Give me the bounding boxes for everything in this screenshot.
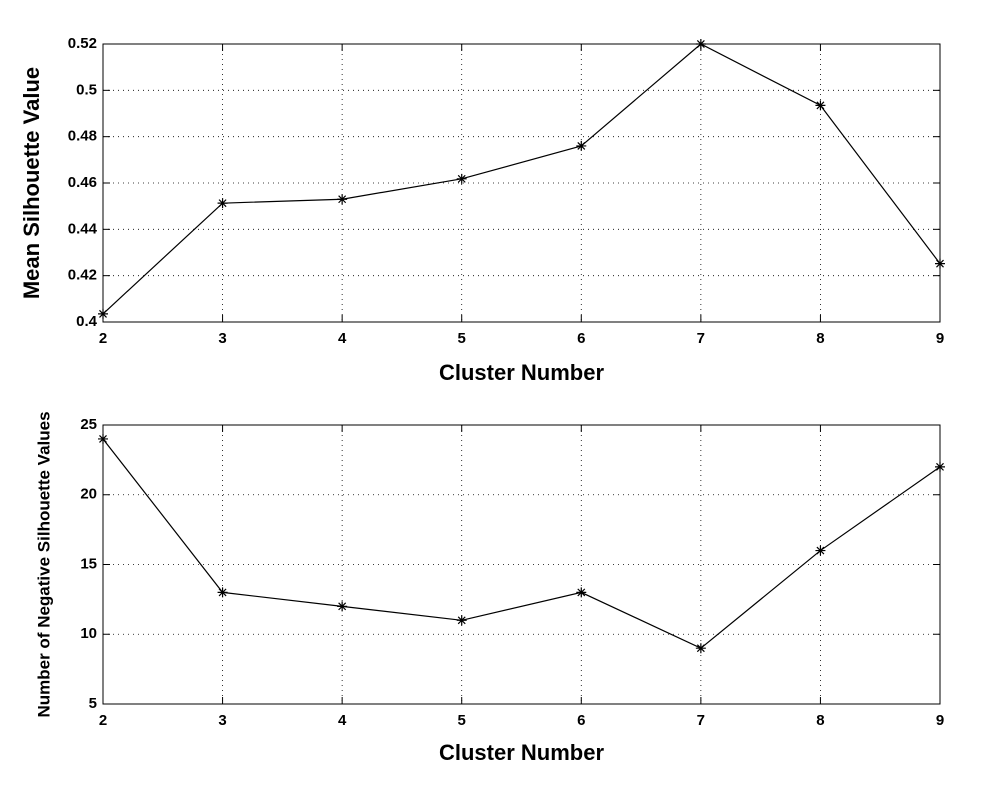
x-axis-label: Cluster Number bbox=[439, 740, 604, 765]
y-tick-label: 25 bbox=[80, 416, 97, 433]
y-tick-label: 0.5 bbox=[76, 81, 97, 98]
data-point bbox=[456, 615, 467, 626]
data-point bbox=[576, 140, 587, 151]
y-tick-label: 0.4 bbox=[76, 313, 98, 330]
y-tick-label: 5 bbox=[89, 695, 97, 712]
x-tick-label: 7 bbox=[697, 330, 705, 347]
y-axis-label: Number of Negative Silhouette Values bbox=[34, 411, 53, 717]
x-tick-label: 5 bbox=[458, 712, 466, 729]
data-point bbox=[576, 587, 587, 598]
data-point bbox=[456, 173, 467, 184]
x-tick-label: 7 bbox=[697, 712, 705, 729]
y-tick-label: 0.42 bbox=[68, 267, 97, 284]
x-tick-label: 5 bbox=[458, 330, 466, 347]
data-point bbox=[98, 308, 108, 319]
data-point bbox=[695, 39, 706, 49]
x-tick-label: 2 bbox=[99, 712, 107, 729]
x-tick-label: 3 bbox=[218, 330, 226, 347]
x-tick-label: 8 bbox=[816, 330, 824, 347]
data-point bbox=[815, 100, 826, 111]
y-tick-label: 0.52 bbox=[68, 35, 97, 52]
data-point bbox=[695, 643, 706, 654]
x-tick-label: 6 bbox=[577, 330, 585, 347]
y-tick-label: 15 bbox=[80, 555, 97, 572]
data-line bbox=[102, 438, 941, 649]
y-tick-label: 0.44 bbox=[68, 220, 98, 237]
data-point bbox=[217, 587, 228, 598]
y-tick-label: 0.48 bbox=[68, 128, 97, 145]
y-axis-label: Mean Silhouette Value bbox=[19, 67, 44, 299]
data-point bbox=[217, 198, 228, 209]
y-tick-label: 10 bbox=[80, 625, 97, 642]
x-tick-label: 3 bbox=[218, 712, 226, 729]
plot-frame bbox=[102, 43, 941, 323]
x-tick-label: 8 bbox=[816, 712, 824, 729]
data-point bbox=[935, 461, 945, 472]
y-tick-label: 20 bbox=[80, 486, 97, 503]
data-line bbox=[102, 43, 941, 315]
x-tick-label: 9 bbox=[936, 712, 944, 729]
data-point bbox=[337, 194, 348, 205]
data-point bbox=[815, 545, 826, 556]
data-point bbox=[935, 258, 945, 269]
data-point bbox=[337, 601, 348, 612]
x-axis-label: Cluster Number bbox=[439, 360, 604, 385]
data-point bbox=[98, 433, 108, 444]
x-tick-label: 9 bbox=[936, 330, 944, 347]
plot-frame bbox=[102, 424, 941, 705]
x-tick-label: 4 bbox=[338, 712, 347, 729]
y-tick-label: 0.46 bbox=[68, 174, 97, 191]
x-tick-label: 4 bbox=[338, 330, 347, 347]
x-tick-label: 6 bbox=[577, 712, 585, 729]
x-tick-label: 2 bbox=[99, 330, 107, 347]
